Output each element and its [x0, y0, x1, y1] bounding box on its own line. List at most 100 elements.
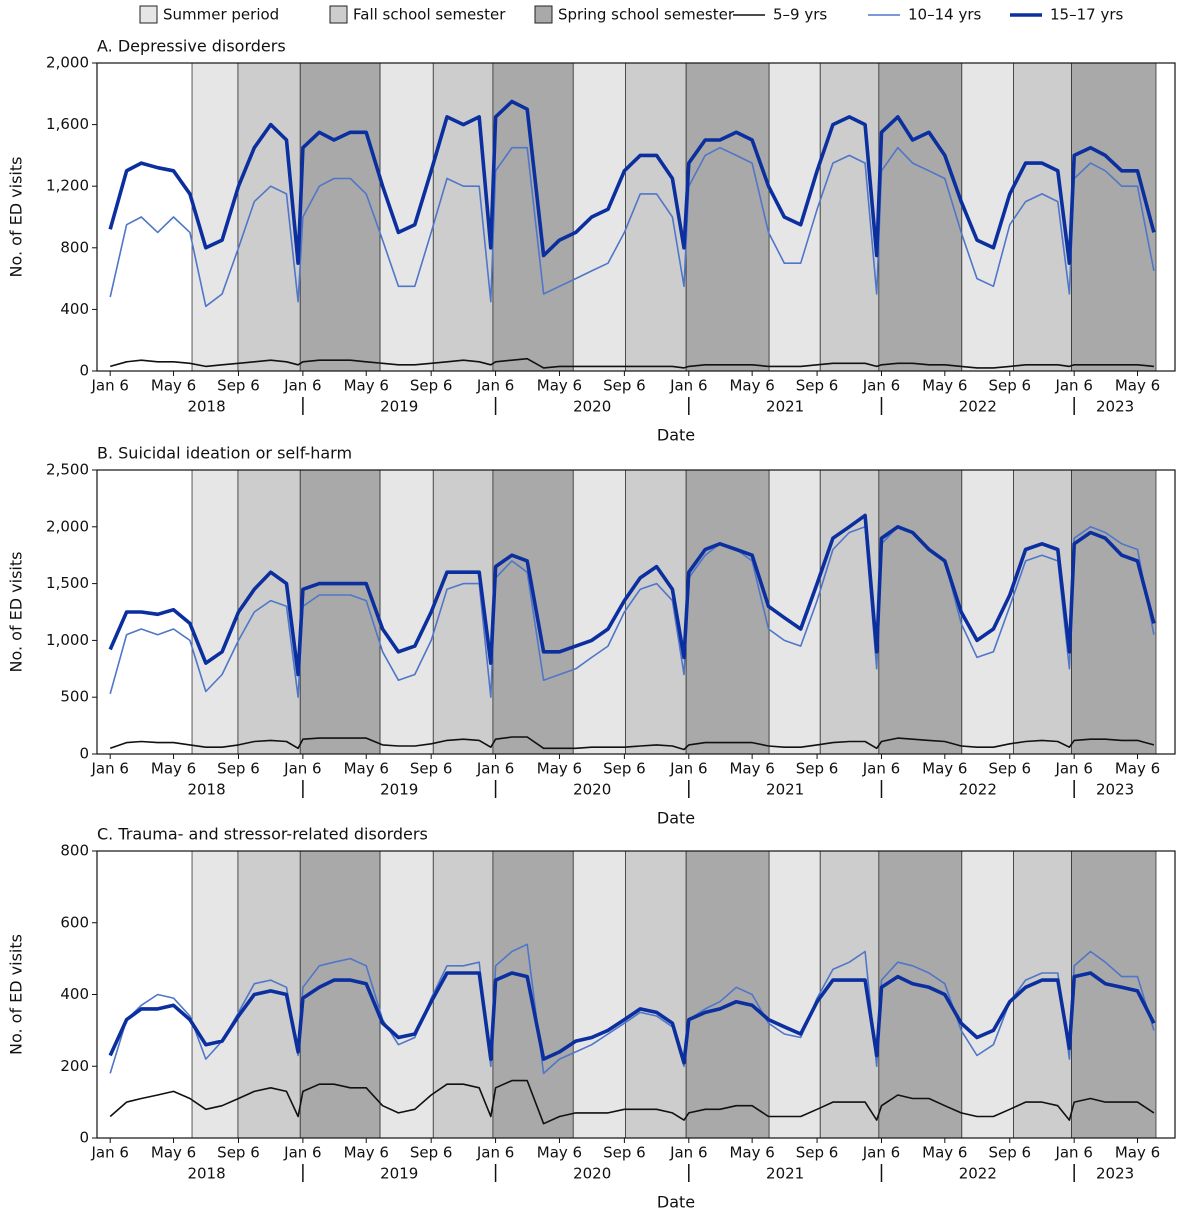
year-label: 2022: [959, 1165, 997, 1183]
period-band: [299, 62, 381, 372]
x-tick-label: Sep 6: [796, 377, 839, 395]
x-tick-label: May 6: [151, 760, 196, 778]
y-tick-label: 400: [60, 300, 89, 318]
y-axis-label: No. of ED visits: [7, 934, 26, 1055]
series-line: [109, 526, 1155, 698]
panel-title: A. Depressive disorders: [97, 37, 286, 56]
period-band: [379, 850, 434, 1139]
plot-frame: [96, 850, 1176, 1139]
legend-swatch: [139, 5, 158, 24]
y-tick-label: 2,000: [46, 517, 89, 535]
x-tick-label: Jan 6: [283, 377, 321, 395]
x-axis-label: Date: [657, 809, 695, 828]
y-tick-label: 200: [60, 1057, 89, 1075]
x-tick-label: Sep 6: [603, 1144, 646, 1162]
panel-title: B. Suicidal ideation or self-harm: [97, 444, 352, 463]
period-band: [572, 850, 626, 1139]
period-band: [237, 62, 301, 372]
x-tick-label: Jan 6: [1054, 760, 1092, 778]
year-label: 2021: [766, 781, 804, 799]
period-band: [379, 62, 434, 372]
x-tick-label: May 6: [729, 1144, 774, 1162]
legend-label: 15–17 yrs: [1050, 6, 1123, 24]
year-label: 2020: [573, 1165, 611, 1183]
period-band: [625, 850, 687, 1139]
x-tick-label: Sep 6: [410, 760, 453, 778]
period-band: [1013, 469, 1072, 755]
panel-title: C. Trauma- and stressor-related disorder…: [97, 825, 428, 844]
x-tick-label: Jan 6: [90, 377, 128, 395]
x-tick-label: May 6: [344, 1144, 389, 1162]
x-tick-label: May 6: [344, 377, 389, 395]
plot-frame: [96, 62, 1176, 372]
period-band: [1013, 850, 1072, 1139]
period-band: [432, 850, 494, 1139]
year-label: 2023: [1096, 781, 1134, 799]
series-line: [109, 1079, 1155, 1125]
x-tick-label: Jan 6: [1054, 377, 1092, 395]
period-band: [768, 850, 821, 1139]
period-band: [878, 62, 963, 372]
x-tick-label: May 6: [1115, 377, 1160, 395]
panel: A. Depressive disorders No. of ED visits D…: [7, 37, 1176, 445]
x-tick-label: Sep 6: [988, 1144, 1031, 1162]
x-tick-label: Jan 6: [283, 760, 321, 778]
period-band: [768, 62, 821, 372]
legend-label: Spring school semester: [558, 6, 735, 24]
x-tick-label: Sep 6: [988, 760, 1031, 778]
panel: C. Trauma- and stressor-related disorder…: [7, 825, 1176, 1212]
x-tick-label: Sep 6: [988, 377, 1031, 395]
x-tick-label: May 6: [537, 1144, 582, 1162]
year-label: 2020: [573, 398, 611, 416]
x-tick-label: Jan 6: [476, 377, 514, 395]
y-tick-label: 1,200: [46, 177, 89, 195]
x-tick-label: May 6: [537, 377, 582, 395]
x-tick-label: May 6: [1115, 1144, 1160, 1162]
series-line: [108, 513, 1156, 677]
x-axis-label: Date: [657, 1193, 695, 1212]
legend-label: Summer period: [163, 6, 279, 24]
y-tick-label: 800: [60, 238, 89, 256]
x-tick-label: Jan 6: [862, 760, 900, 778]
y-tick-label: 1,500: [46, 574, 89, 592]
x-tick-label: Jan 6: [283, 1144, 321, 1162]
plot-frame: [96, 469, 1176, 755]
legend-swatch: [329, 5, 348, 24]
x-tick-label: Sep 6: [217, 1144, 260, 1162]
year-label: 2021: [766, 1165, 804, 1183]
x-tick-label: May 6: [151, 377, 196, 395]
year-label: 2020: [573, 781, 611, 799]
x-tick-label: Jan 6: [669, 760, 707, 778]
series-line: [109, 146, 1155, 308]
x-tick-label: May 6: [922, 1144, 967, 1162]
year-label: 2022: [959, 398, 997, 416]
x-tick-label: Sep 6: [796, 1144, 839, 1162]
x-tick-label: Jan 6: [476, 1144, 514, 1162]
year-label: 2019: [380, 781, 418, 799]
x-tick-label: Jan 6: [476, 760, 514, 778]
y-tick-label: 1,000: [46, 631, 89, 649]
year-label: 2019: [380, 1165, 418, 1183]
period-band: [961, 469, 1014, 755]
period-band: [961, 62, 1014, 372]
legend-swatch: [534, 5, 553, 24]
y-tick-label: 2,500: [46, 461, 89, 479]
x-axis-label: Date: [657, 426, 695, 445]
y-tick-label: 0: [79, 362, 89, 380]
panel: B. Suicidal ideation or self-harm No. of …: [7, 444, 1176, 828]
x-tick-label: May 6: [729, 760, 774, 778]
x-tick-label: Sep 6: [796, 760, 839, 778]
period-band: [299, 469, 381, 755]
series-line: [108, 99, 1156, 265]
period-band: [1071, 850, 1157, 1139]
year-label: 2018: [187, 781, 225, 799]
period-band: [685, 62, 770, 372]
y-tick-label: 400: [60, 985, 89, 1003]
x-tick-label: May 6: [922, 760, 967, 778]
x-tick-label: May 6: [151, 1144, 196, 1162]
y-tick-label: 600: [60, 913, 89, 931]
period-band: [191, 850, 239, 1139]
year-label: 2018: [187, 398, 225, 416]
x-tick-label: Jan 6: [90, 760, 128, 778]
